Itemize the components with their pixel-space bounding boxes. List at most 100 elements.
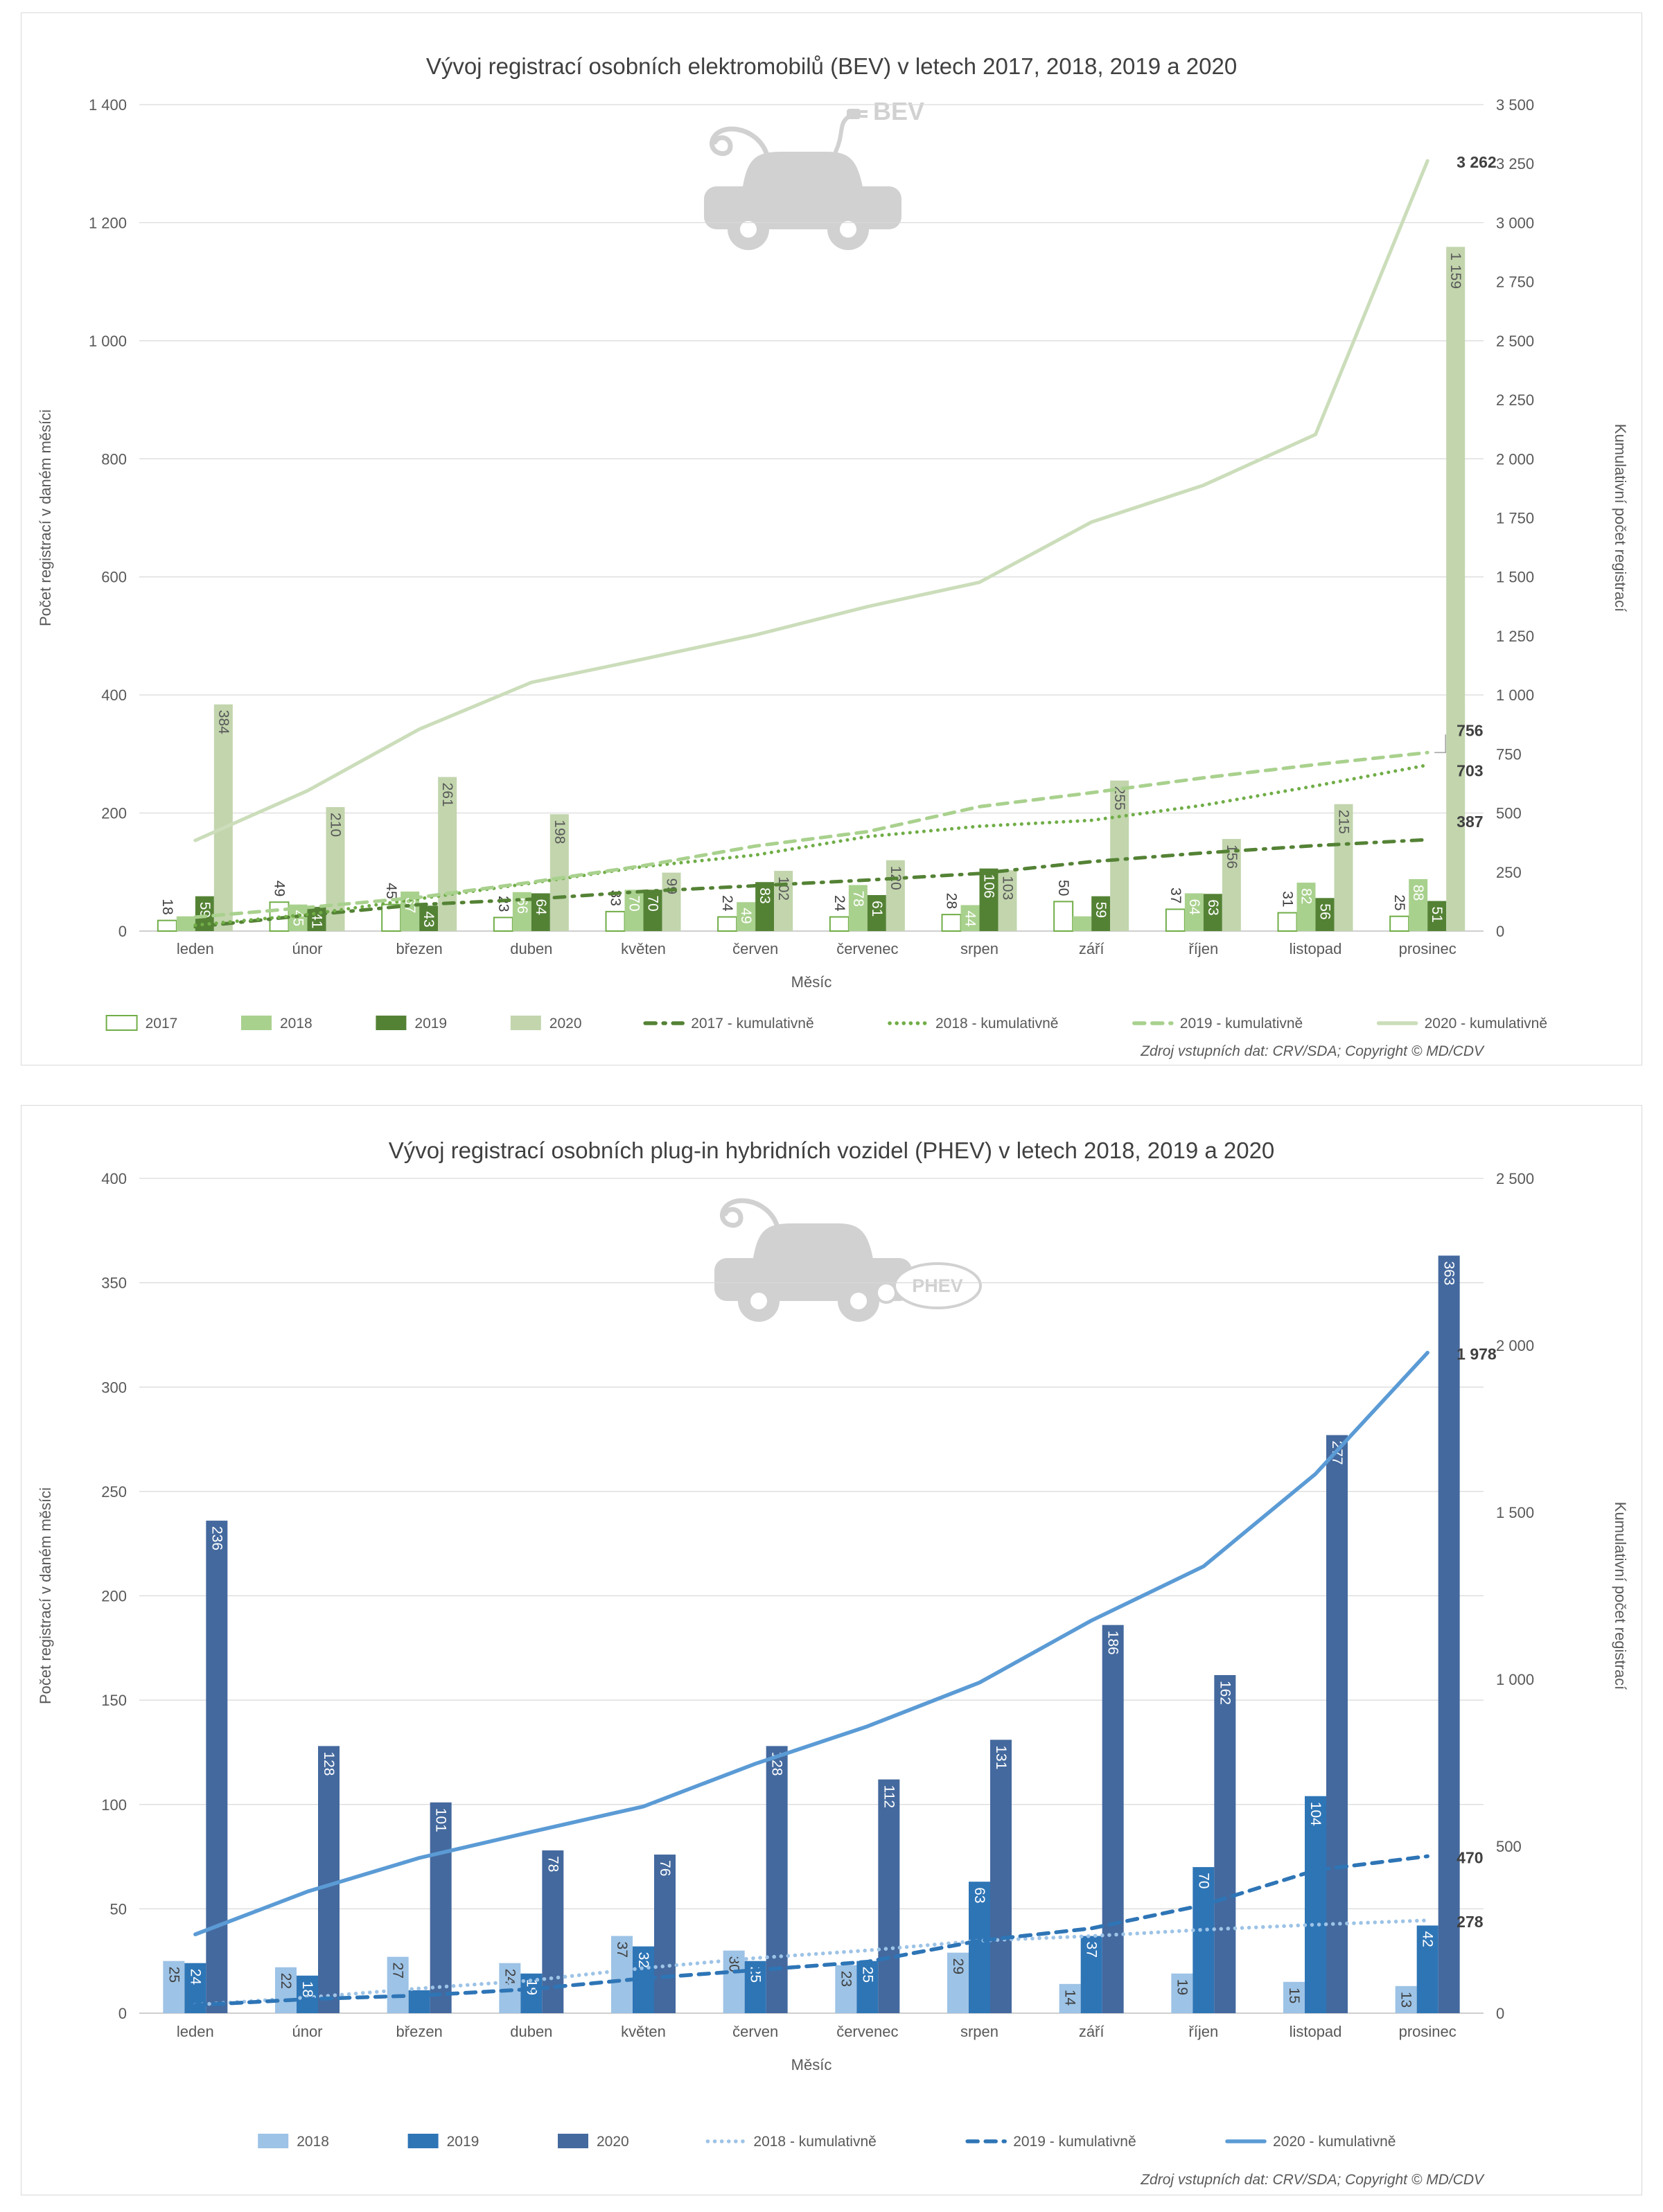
bar-2018-březen	[387, 1956, 409, 2013]
right-axis-tick-label: 2 500	[1496, 1170, 1534, 1187]
legend-swatch-2018	[258, 2134, 289, 2148]
end-label-2020 - kumulativně: 3 262	[1457, 153, 1497, 171]
x-tick-label-únor: únor	[292, 2023, 322, 2040]
bar-label-2017-listopad: 31	[1280, 891, 1296, 907]
legend-label-2019 - kumulativně: 2019 - kumulativně	[1013, 2134, 1136, 2150]
bar-2018-září	[1073, 916, 1092, 931]
bar-label-2018-leden: 25	[166, 1967, 182, 1983]
bar-label-2018-červenec: 78	[850, 891, 866, 907]
legend-label-2019 - kumulativně: 2019 - kumulativně	[1180, 1016, 1303, 1032]
bar-2020-květen	[654, 1855, 676, 2013]
chart-body: BEV 0 200 400 600 800 1 000 1 200 1 400 0 250 500 75…	[37, 96, 1629, 1032]
right-axis-tick-label: 1 750	[1496, 510, 1534, 527]
bar-label-2020-květen: 76	[657, 1860, 673, 1876]
bar-label-2020-duben: 198	[552, 820, 567, 844]
legend-swatch-2019	[376, 1016, 407, 1030]
bar-label-2020-únor: 210	[328, 813, 344, 837]
bar-label-2020-říjen: 162	[1217, 1681, 1233, 1705]
legend-swatch-2018	[241, 1016, 272, 1030]
x-tick-label-srpen: srpen	[960, 940, 998, 957]
bar-label-2018-duben: 66	[514, 898, 530, 914]
bar-2017-srpen	[941, 914, 962, 932]
bar-2017-červenec	[829, 916, 850, 932]
bar-2018-prosinec	[1395, 1985, 1417, 2013]
bar-label-2019-leden: 59	[197, 902, 213, 918]
bar-label-2019-duben: 64	[533, 899, 549, 915]
right-axis-tick-label: 1 500	[1496, 569, 1534, 586]
phev-chart-source-note: Zdroj vstupních dat: CRV/SDA; Copyright …	[1140, 2172, 1485, 2188]
end-label-2019 - kumulativně: 756	[1457, 721, 1483, 739]
left-axis-tick-label: 1 400	[89, 96, 127, 114]
right-axis-tick-label: 2 000	[1496, 1337, 1534, 1354]
x-tick-label-duben: duben	[510, 940, 552, 957]
bar-2019-listopad	[1305, 1796, 1326, 2013]
phev-chart-title: Vývoj registrací osobních plug-in hybrid…	[389, 1138, 1275, 1163]
legend-swatch-2019	[407, 2134, 439, 2148]
bar-label-2017-duben: 23	[495, 896, 511, 912]
bar-2019-únor	[307, 907, 326, 931]
left-axis-tick-label: 200	[101, 805, 127, 822]
bar-2020-listopad	[1334, 804, 1353, 931]
left-axis-tick-label: 0	[118, 2005, 127, 2022]
legend-swatch-2020	[510, 1016, 541, 1030]
bar-label-2019-květen: 70	[645, 895, 661, 911]
bar-label-2018-srpen: 29	[950, 1958, 966, 1974]
legend-swatch-2020	[558, 2134, 588, 2148]
bar-2020-únor	[318, 1746, 340, 2013]
bar-label-2018-prosinec: 13	[1398, 1992, 1414, 2008]
bar-2019-červenec	[856, 1961, 879, 2013]
end-label-2019 - kumulativně: 470	[1457, 1848, 1483, 1866]
bar-label-2017-říjen: 37	[1168, 887, 1184, 903]
plug-cable	[834, 115, 850, 154]
bar-label-2019-červenec: 25	[859, 1967, 875, 1983]
x-tick-label-březen: březen	[396, 940, 443, 957]
bar-label-2019-září: 37	[1084, 1942, 1100, 1958]
end-label-2017 - kumulativně: 387	[1457, 813, 1483, 831]
right-axis-tick-label: 2 500	[1496, 333, 1534, 350]
watermark-label: PHEV	[912, 1275, 963, 1296]
bar-2018-listopad	[1296, 883, 1316, 931]
watermark-phev-car-icon: PHEV	[714, 1198, 982, 1322]
bar-2018-listopad	[1283, 1981, 1305, 2013]
bar-2017-červen	[717, 916, 738, 932]
bar-2019-říjen	[1193, 1867, 1215, 2013]
bar-2020-září	[1110, 780, 1129, 931]
end-label-2018 - kumulativně: 278	[1457, 1913, 1484, 1931]
right-axis-tick-label: 1 000	[1496, 687, 1534, 704]
bar-label-2018-listopad: 15	[1286, 1988, 1302, 2003]
bar-2020-říjen	[1222, 839, 1241, 931]
left-axis-tick-label: 350	[101, 1275, 127, 1292]
bar-2019-říjen	[1203, 894, 1222, 931]
bar-label-2017-březen: 45	[383, 883, 399, 899]
x-tick-label-březen: březen	[396, 2023, 443, 2040]
bar-2019-červen	[755, 882, 775, 931]
bar-label-2019-březen: 43	[421, 911, 437, 927]
legend-label-2018 - kumulativně: 2018 - kumulativně	[753, 2134, 876, 2150]
bar-label-2018-březen: 27	[390, 1963, 406, 1979]
legend-label-2017: 2017	[146, 1016, 178, 1032]
x-axis-title: Měsíc	[791, 2056, 832, 2073]
bar-label-2018-červen: 49	[738, 908, 754, 923]
right-axis-tick-label: 2 750	[1496, 274, 1534, 291]
bar-label-2020-srpen: 103	[1000, 876, 1016, 900]
bar-label-2018-říjen: 19	[1174, 1979, 1190, 1995]
x-tick-label-prosinec: prosinec	[1399, 2023, 1457, 2040]
bar-label-2020-červen: 102	[775, 876, 791, 901]
bar-2018-duben	[499, 1963, 521, 2013]
plug-icon	[847, 109, 861, 119]
x-tick-label-červenec: červenec	[836, 940, 898, 957]
bar-2018-říjen	[1171, 1973, 1193, 2013]
x-tick-label-květen: květen	[621, 2023, 666, 2040]
legend-label-2019: 2019	[414, 1016, 447, 1032]
left-axis-tick-label: 1 000	[89, 333, 127, 350]
bar-2019-březen	[419, 905, 439, 931]
left-axis-tick-label: 400	[101, 687, 127, 704]
bar-label-2017-únor: 49	[272, 881, 288, 896]
end-label-2020 - kumulativně: 1 978	[1457, 1345, 1497, 1363]
left-axis-title: Počet registrací v daném měsíci	[37, 409, 54, 626]
right-axis-tick-label: 250	[1496, 864, 1522, 881]
bar-2020-srpen	[990, 1740, 1012, 2013]
bar-2018-září	[1059, 1983, 1081, 2013]
bar-label-2019-listopad: 56	[1317, 903, 1333, 919]
bar-2020-červenec	[878, 1779, 900, 2013]
